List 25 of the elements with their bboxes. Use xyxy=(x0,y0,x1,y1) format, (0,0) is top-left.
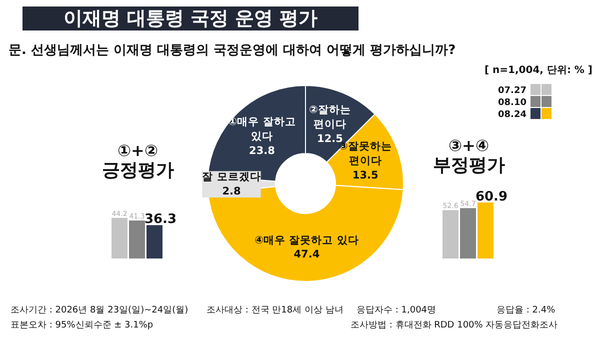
text: 표본오차 : 95%신뢰수준 ± 3.1%p xyxy=(10,320,154,330)
data-label: 36.3 xyxy=(144,212,177,228)
legend-label: 08.24 xyxy=(498,110,526,120)
chart-subtitle: 긍정평가 xyxy=(102,160,174,181)
data-label: 12.5 xyxy=(317,132,343,145)
text: 응답자수 : 1,004명 xyxy=(356,306,436,316)
slice-label: ①매우 잘하고 있다 xyxy=(228,116,296,143)
legend-label: 08.10 xyxy=(498,98,526,108)
chart-subtitle: 부정평가 xyxy=(432,155,505,176)
text: 조사기간 : 2026년 8월 23일(일)~24일(월) xyxy=(10,306,188,316)
chart-title: ③+④ xyxy=(448,136,489,155)
chart-title: ①+② xyxy=(118,141,158,160)
slice-label: ④매우 잘못하고 있다 xyxy=(254,234,359,246)
text: 조사대상 : 전국 만18세 이상 남녀 xyxy=(206,306,344,316)
chart-title: 이재명 대통령 국정 운영 평가 xyxy=(63,8,318,30)
data-label: 13.5 xyxy=(352,169,378,182)
slice-label: ②잘하는 편이다 xyxy=(309,104,351,130)
chart-subtitle: 문. 선생님께서는 이재명 대통령의 국정운영에 대하여 어떻게 평가하십니까? xyxy=(8,43,456,58)
text: 조사방법 : 휴대전화 RDD 100% 자동응답전화조사 xyxy=(350,320,558,330)
data-label: 23.8 xyxy=(249,144,275,157)
text: [ n=1,004, 단위: % ] xyxy=(484,65,593,76)
data-label: 60.9 xyxy=(475,189,508,204)
legend-label: 07.27 xyxy=(498,86,526,96)
text: 응답율 : 2.4% xyxy=(496,306,556,316)
data-label: 47.4 xyxy=(294,248,320,261)
